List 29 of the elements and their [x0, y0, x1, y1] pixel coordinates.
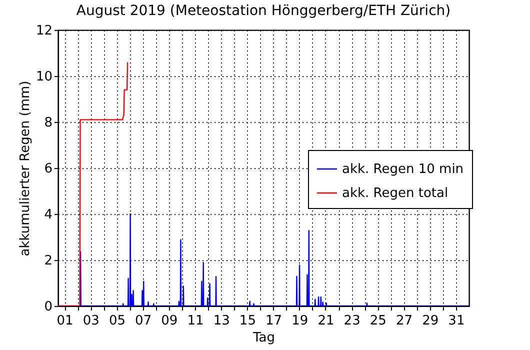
- x-tick-label: 11: [187, 314, 204, 328]
- x-tick-label: 07: [135, 314, 152, 328]
- x-tick-label: 17: [266, 314, 282, 328]
- x-tick-label: 19: [292, 314, 308, 328]
- y-tick-label: 4: [44, 208, 52, 222]
- x-tick-label: 15: [239, 314, 256, 328]
- legend-label: akk. Regen total: [342, 186, 448, 201]
- y-tick-label: 8: [44, 116, 52, 130]
- chart-title: August 2019 (Meteostation Hönggerberg/ETH Zürich): [76, 3, 451, 19]
- y-tick-label: 10: [36, 70, 52, 84]
- x-tick-label: 31: [448, 314, 465, 328]
- line-series: [58, 62, 128, 306]
- y-tick-label: 12: [36, 24, 52, 38]
- x-tick-label: 01: [56, 314, 74, 328]
- x-tick-label: 09: [161, 314, 178, 328]
- x-tick-label: 21: [318, 314, 334, 328]
- x-tick-label: 27: [396, 314, 413, 328]
- y-tick-label: 6: [44, 162, 52, 176]
- x-tick-label: 25: [370, 314, 386, 328]
- x-tick-label: 13: [213, 314, 230, 328]
- x-tick-label: 05: [108, 314, 126, 328]
- x-axis-title: Tag: [252, 330, 276, 346]
- y-tick-label: 0: [44, 300, 52, 314]
- x-tick-label: 03: [82, 314, 100, 328]
- x-tick-label: 23: [344, 314, 360, 328]
- y-axis-title: akkumulierter Regen (mm): [18, 80, 33, 256]
- y-tick-label: 2: [44, 254, 52, 268]
- x-tick-label: 29: [422, 314, 439, 328]
- legend-label: akk. Regen 10 min: [342, 162, 464, 177]
